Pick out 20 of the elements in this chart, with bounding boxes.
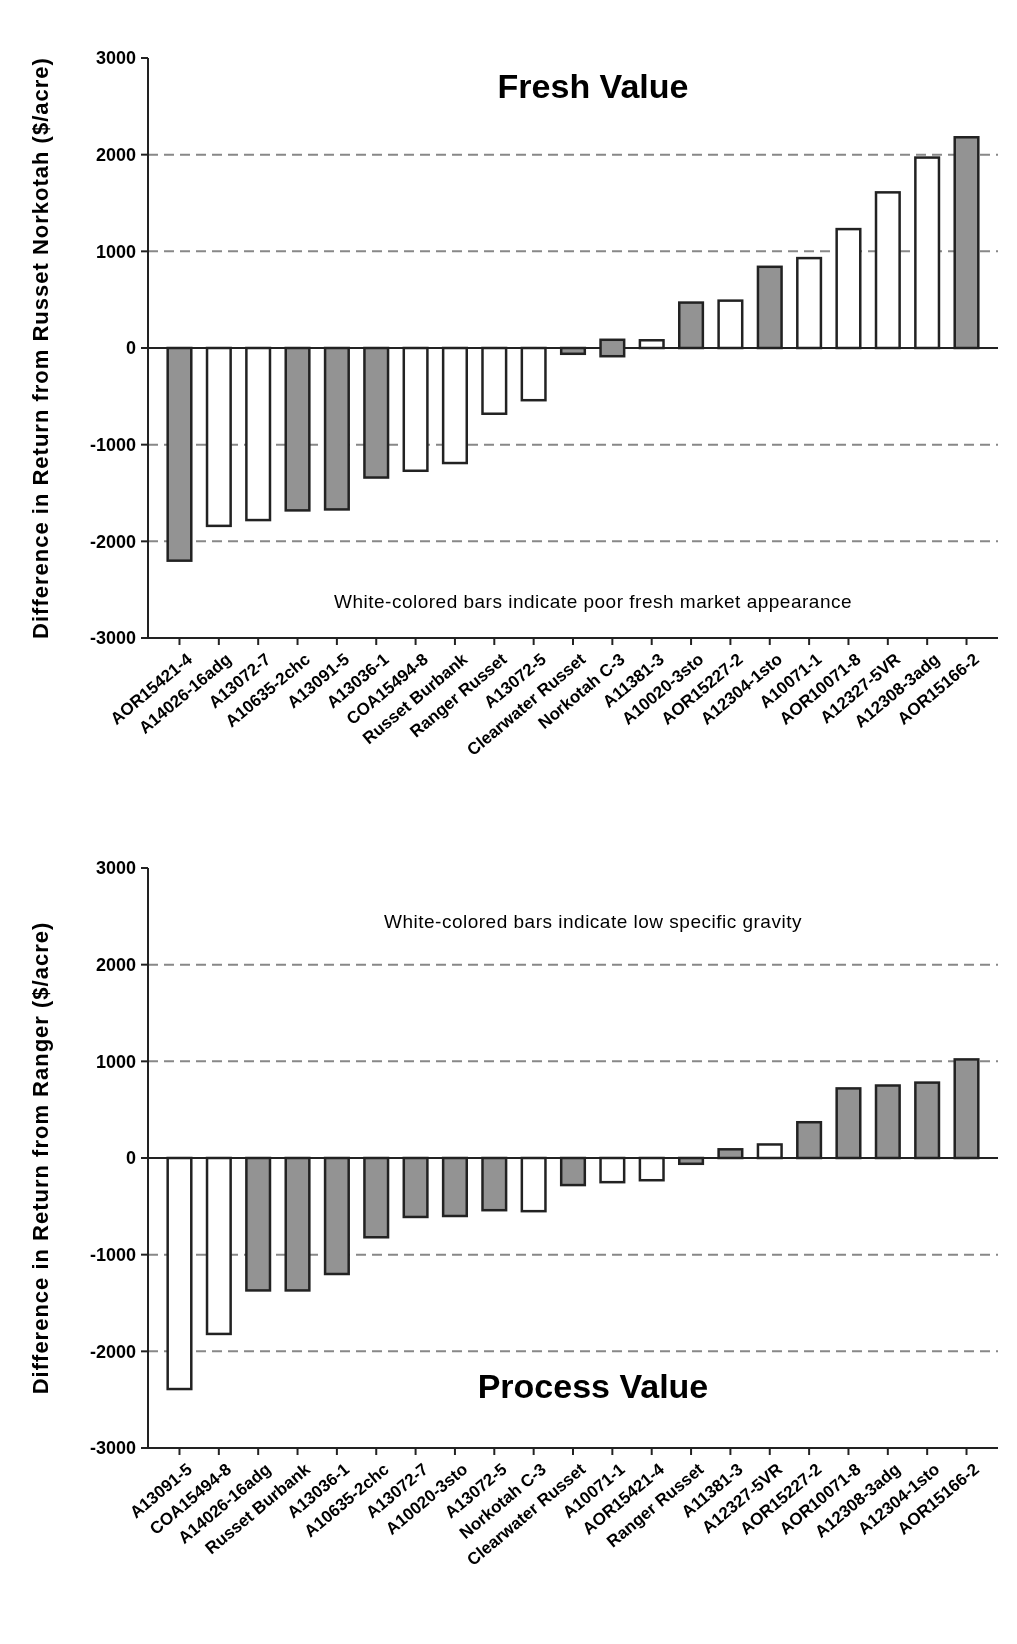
annotation: White-colored bars indicate low specific gravity — [384, 911, 802, 932]
y-tick-label: -2000 — [89, 1341, 136, 1362]
y-tick-label: 3000 — [95, 858, 136, 879]
y-tick-label: -1000 — [89, 1244, 136, 1265]
y-tick-label: -1000 — [89, 434, 136, 455]
chart-title: Fresh Value — [497, 67, 689, 105]
y-tick-label: 2000 — [95, 954, 136, 975]
y-tick-label: 0 — [125, 1148, 136, 1169]
y-tick-label: -3000 — [89, 628, 136, 649]
y-axis-title: Difference in Return from Russet Norkotah ($/acre) — [28, 57, 53, 639]
text: Process Value — [477, 1367, 709, 1405]
annotation: White-colored bars indicate poor fresh market appearance — [333, 591, 853, 612]
y-tick-label: -2000 — [89, 531, 136, 552]
y-tick-label: 1000 — [95, 1051, 136, 1072]
y-tick-label: 1000 — [95, 241, 136, 262]
y-tick-label: -3000 — [89, 1438, 136, 1459]
y-tick-label: 0 — [125, 338, 136, 359]
y-axis-title: Difference in Return from Ranger ($/acre) — [28, 921, 53, 1395]
y-tick-label: 2000 — [95, 144, 136, 165]
y-tick-label: 3000 — [95, 48, 136, 69]
